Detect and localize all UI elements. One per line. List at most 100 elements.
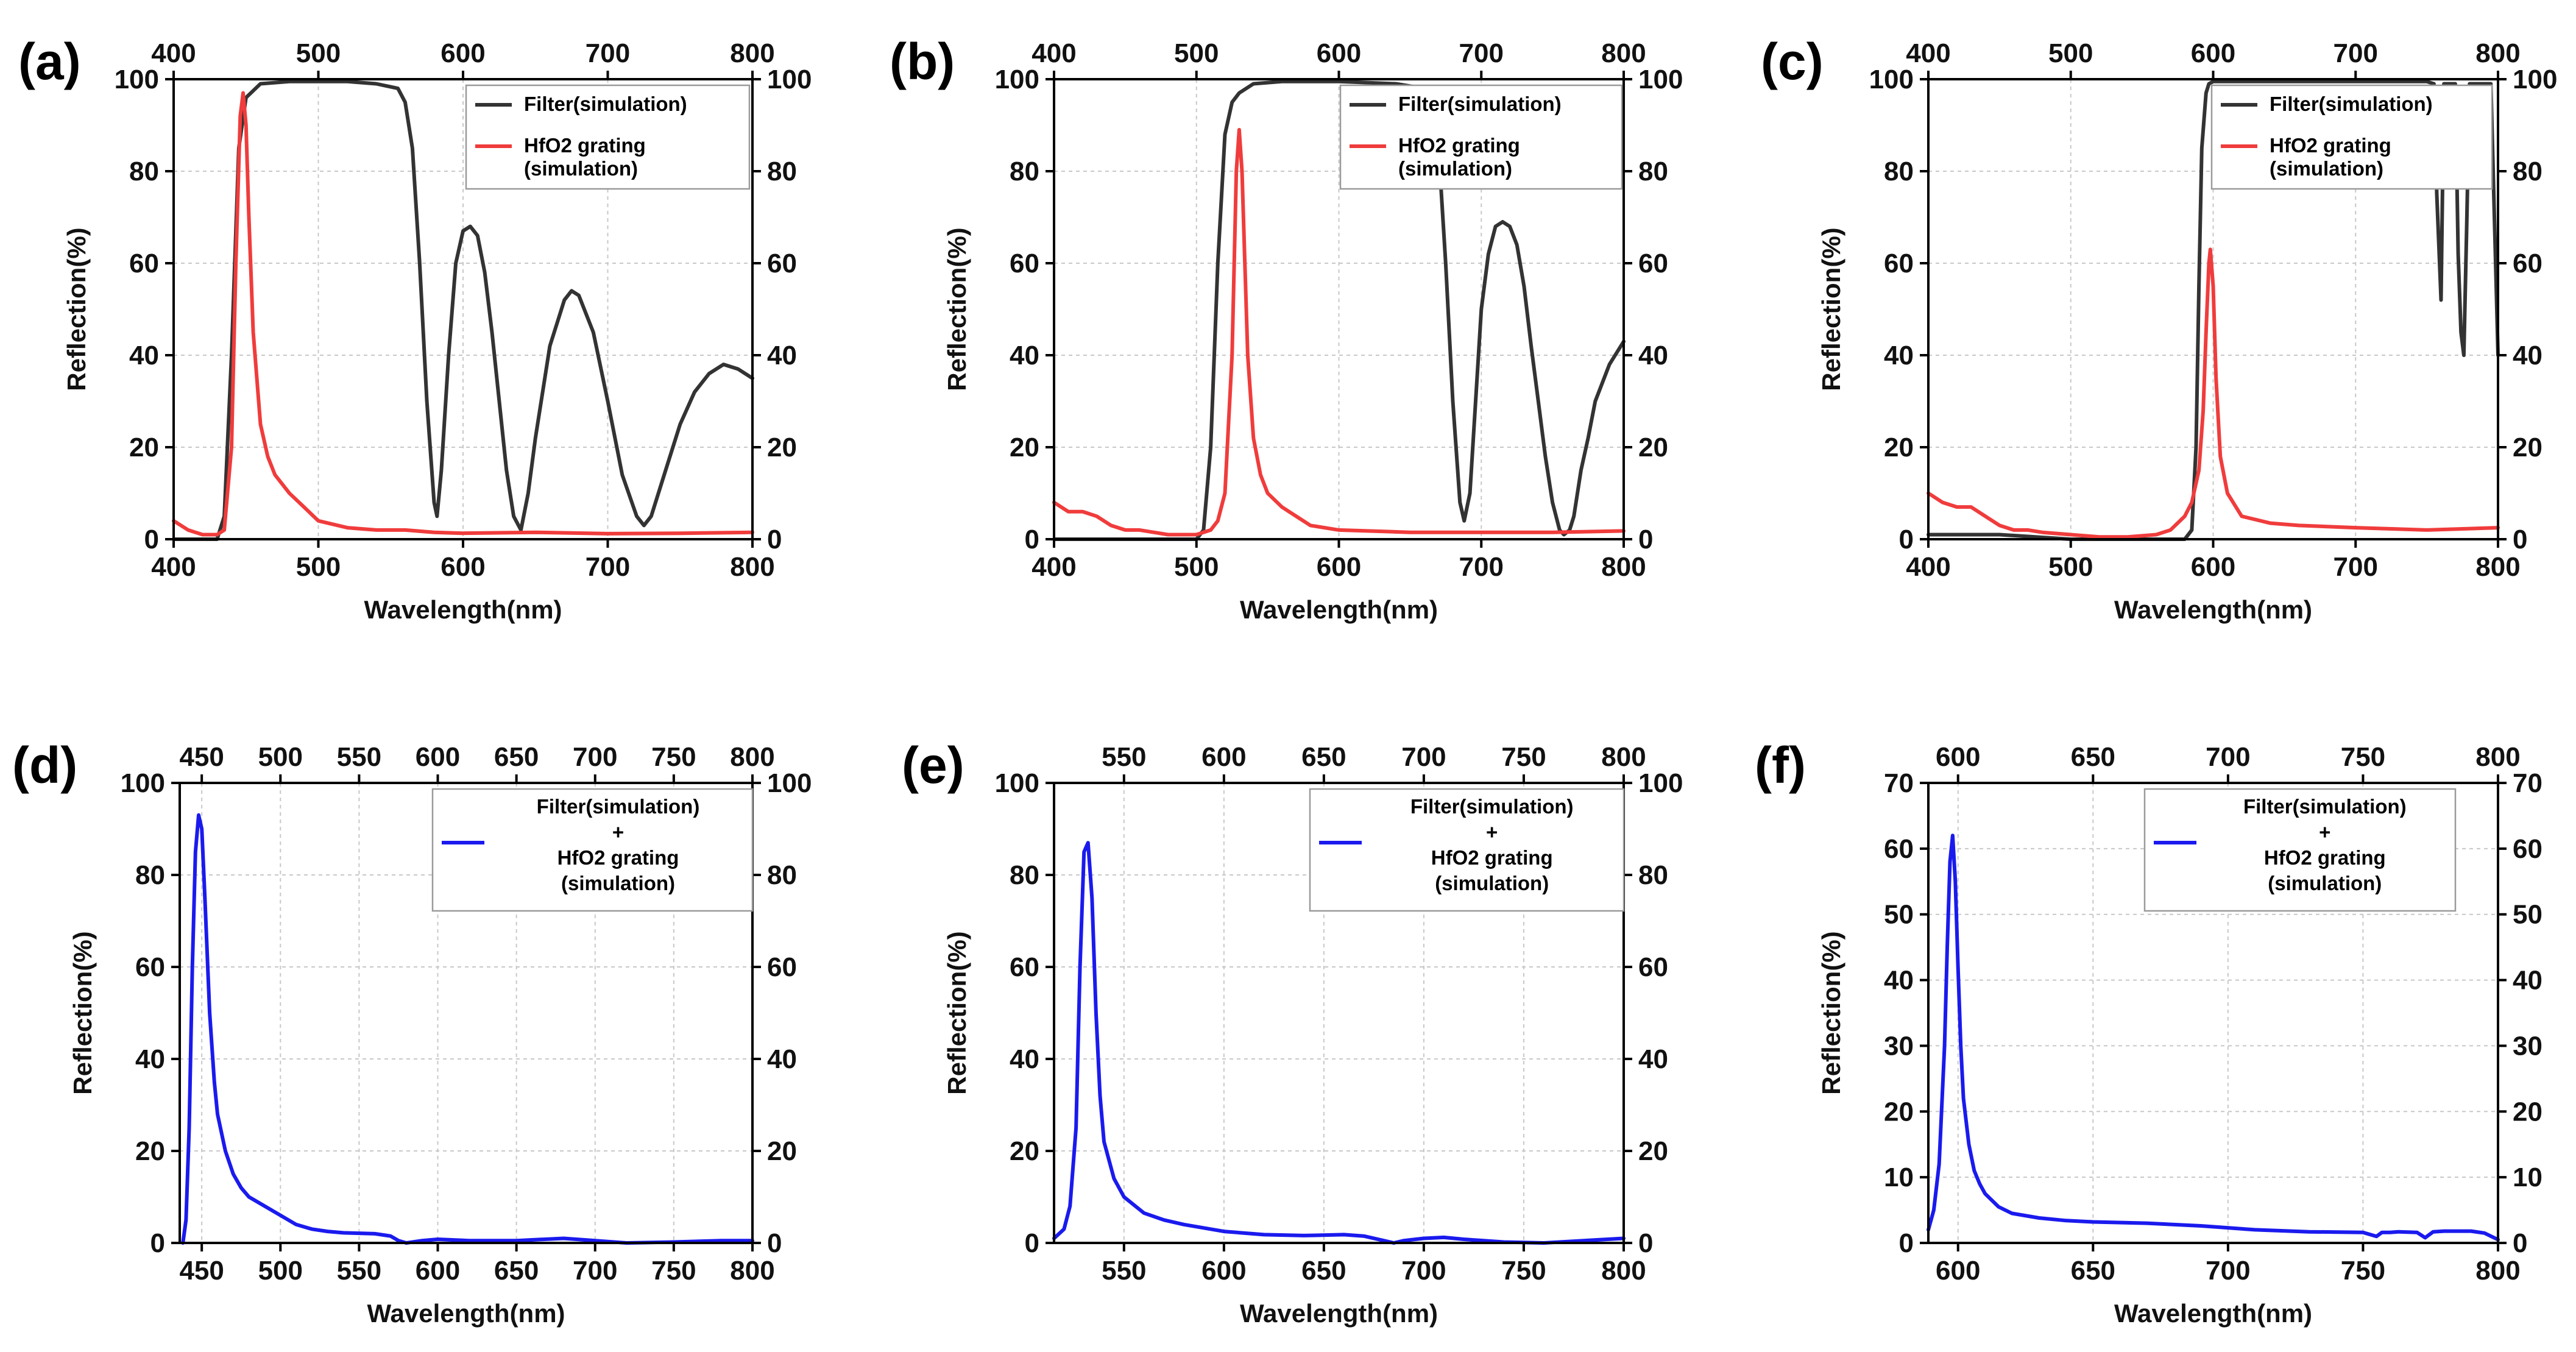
- y-right-tick-label: 0: [767, 1228, 782, 1258]
- y-right-tick-label: 10: [2513, 1163, 2542, 1192]
- y-right-tick-label: 100: [1638, 768, 1683, 798]
- x-top-tick-label: 650: [1301, 742, 1346, 772]
- series-line-1: [181, 813, 754, 1245]
- x-tick-label: 600: [441, 552, 485, 582]
- y-tick-label: 0: [150, 1228, 165, 1258]
- x-top-tick-label: 800: [730, 742, 774, 772]
- x-tick-label: 700: [2206, 1256, 2250, 1286]
- x-top-tick-label: 500: [258, 742, 303, 772]
- x-tick-label: 700: [2334, 552, 2378, 582]
- x-top-tick-label: 750: [2341, 742, 2385, 772]
- y-right-tick-label: 0: [1638, 1228, 1653, 1258]
- chart-panel-d: (d)4504505005005505506006006506507007007…: [12, 737, 812, 1328]
- y-tick-label: 100: [1869, 65, 1914, 94]
- y-tick-label: 60: [1884, 249, 1914, 278]
- x-top-tick-label: 500: [1174, 38, 1219, 68]
- y-right-tick-label: 20: [2513, 433, 2542, 462]
- x-top-tick-label: 400: [1906, 38, 1950, 68]
- y-axis-label: Reflection(%): [943, 931, 971, 1094]
- x-tick-label: 500: [2048, 552, 2093, 582]
- x-top-tick-label: 600: [1317, 38, 1361, 68]
- y-tick-label: 80: [1884, 157, 1914, 186]
- y-tick-label: 40: [1010, 341, 1039, 370]
- y-axis-label: Reflection(%): [1817, 227, 1845, 391]
- x-tick-label: 600: [416, 1256, 460, 1286]
- y-right-tick-label: 20: [1638, 433, 1668, 462]
- y-tick-label: 70: [1884, 768, 1914, 798]
- x-tick-label: 600: [2191, 552, 2235, 582]
- legend-box: [431, 788, 754, 912]
- y-right-tick-label: 100: [767, 768, 812, 798]
- y-right-tick-label: 60: [2513, 834, 2542, 864]
- panel-label: (c): [1761, 33, 1824, 90]
- x-tick-label: 600: [1201, 1256, 1246, 1286]
- x-top-tick-label: 500: [296, 38, 341, 68]
- x-top-tick-label: 600: [441, 38, 485, 68]
- y-right-tick-label: 40: [2513, 966, 2542, 996]
- y-right-tick-label: 20: [767, 433, 797, 462]
- y-tick-label: 80: [1010, 860, 1039, 890]
- x-top-tick-label: 450: [179, 742, 224, 772]
- x-top-tick-label: 500: [2048, 38, 2093, 68]
- x-tick-label: 450: [179, 1256, 224, 1286]
- y-right-tick-label: 60: [1638, 249, 1668, 278]
- y-right-tick-label: 80: [767, 157, 797, 186]
- x-top-tick-label: 800: [2475, 742, 2520, 772]
- y-right-tick-label: 40: [1638, 1044, 1668, 1074]
- y-right-tick-label: 60: [2513, 249, 2542, 278]
- y-tick-label: 20: [1884, 433, 1914, 462]
- x-top-tick-label: 600: [2191, 38, 2235, 68]
- y-tick-label: 10: [1884, 1163, 1914, 1192]
- x-tick-label: 650: [1301, 1256, 1346, 1286]
- x-top-tick-label: 700: [1459, 38, 1504, 68]
- legend-box: [1339, 84, 1623, 190]
- legend-entry: Filter(simulation) + HfO2 grating (simulati…: [537, 795, 700, 894]
- y-right-tick-label: 0: [1638, 525, 1653, 554]
- x-tick-label: 800: [1601, 552, 1646, 582]
- legend-box: [2210, 84, 2493, 190]
- y-tick-label: 0: [144, 525, 159, 554]
- panel-label: (b): [890, 33, 955, 90]
- legend-entry: HfO2 grating (simulation): [524, 134, 646, 180]
- y-right-tick-label: 40: [767, 1044, 797, 1074]
- legend: Filter(simulation) HfO2 grating (simulatio…: [465, 84, 751, 190]
- x-tick-label: 700: [573, 1256, 617, 1286]
- x-top-tick-label: 550: [1102, 742, 1146, 772]
- plot-frame: [1053, 782, 1625, 1244]
- y-tick-label: 80: [129, 157, 159, 186]
- x-top-tick-label: 550: [337, 742, 381, 772]
- panel-label: (a): [18, 33, 81, 90]
- panel-label: (e): [902, 737, 964, 794]
- y-right-tick-label: 60: [1638, 952, 1668, 982]
- y-right-tick-label: 0: [767, 525, 782, 554]
- y-tick-label: 60: [135, 952, 165, 982]
- x-top-tick-label: 700: [2334, 38, 2378, 68]
- y-tick-label: 100: [995, 65, 1039, 94]
- x-tick-label: 500: [1174, 552, 1219, 582]
- x-axis-label: Wavelength(nm): [1240, 595, 1438, 624]
- legend-entry: HfO2 grating (simulation): [2270, 134, 2391, 180]
- y-tick-label: 0: [1025, 1228, 1039, 1258]
- x-tick-label: 800: [2475, 552, 2520, 582]
- y-tick-label: 30: [1884, 1031, 1914, 1061]
- x-top-tick-label: 800: [2475, 38, 2520, 68]
- x-tick-label: 600: [1317, 552, 1361, 582]
- x-tick-label: 600: [1936, 1256, 1980, 1286]
- x-tick-label: 700: [1401, 1256, 1446, 1286]
- plot-frame: [1927, 782, 2499, 1244]
- x-top-tick-label: 700: [1401, 742, 1446, 772]
- x-top-tick-label: 650: [2071, 742, 2115, 772]
- y-right-tick-label: 80: [1638, 157, 1668, 186]
- y-tick-label: 100: [995, 768, 1039, 798]
- legend: Filter(simulation) + HfO2 grating (simulati…: [2143, 788, 2457, 912]
- x-top-tick-label: 400: [1031, 38, 1076, 68]
- x-tick-label: 700: [1459, 552, 1504, 582]
- legend-box: [2143, 788, 2457, 912]
- y-tick-label: 100: [115, 65, 159, 94]
- x-top-tick-label: 800: [730, 38, 774, 68]
- y-right-tick-label: 100: [1638, 65, 1683, 94]
- legend-entry: Filter(simulation) + HfO2 grating (simulati…: [1410, 795, 1574, 894]
